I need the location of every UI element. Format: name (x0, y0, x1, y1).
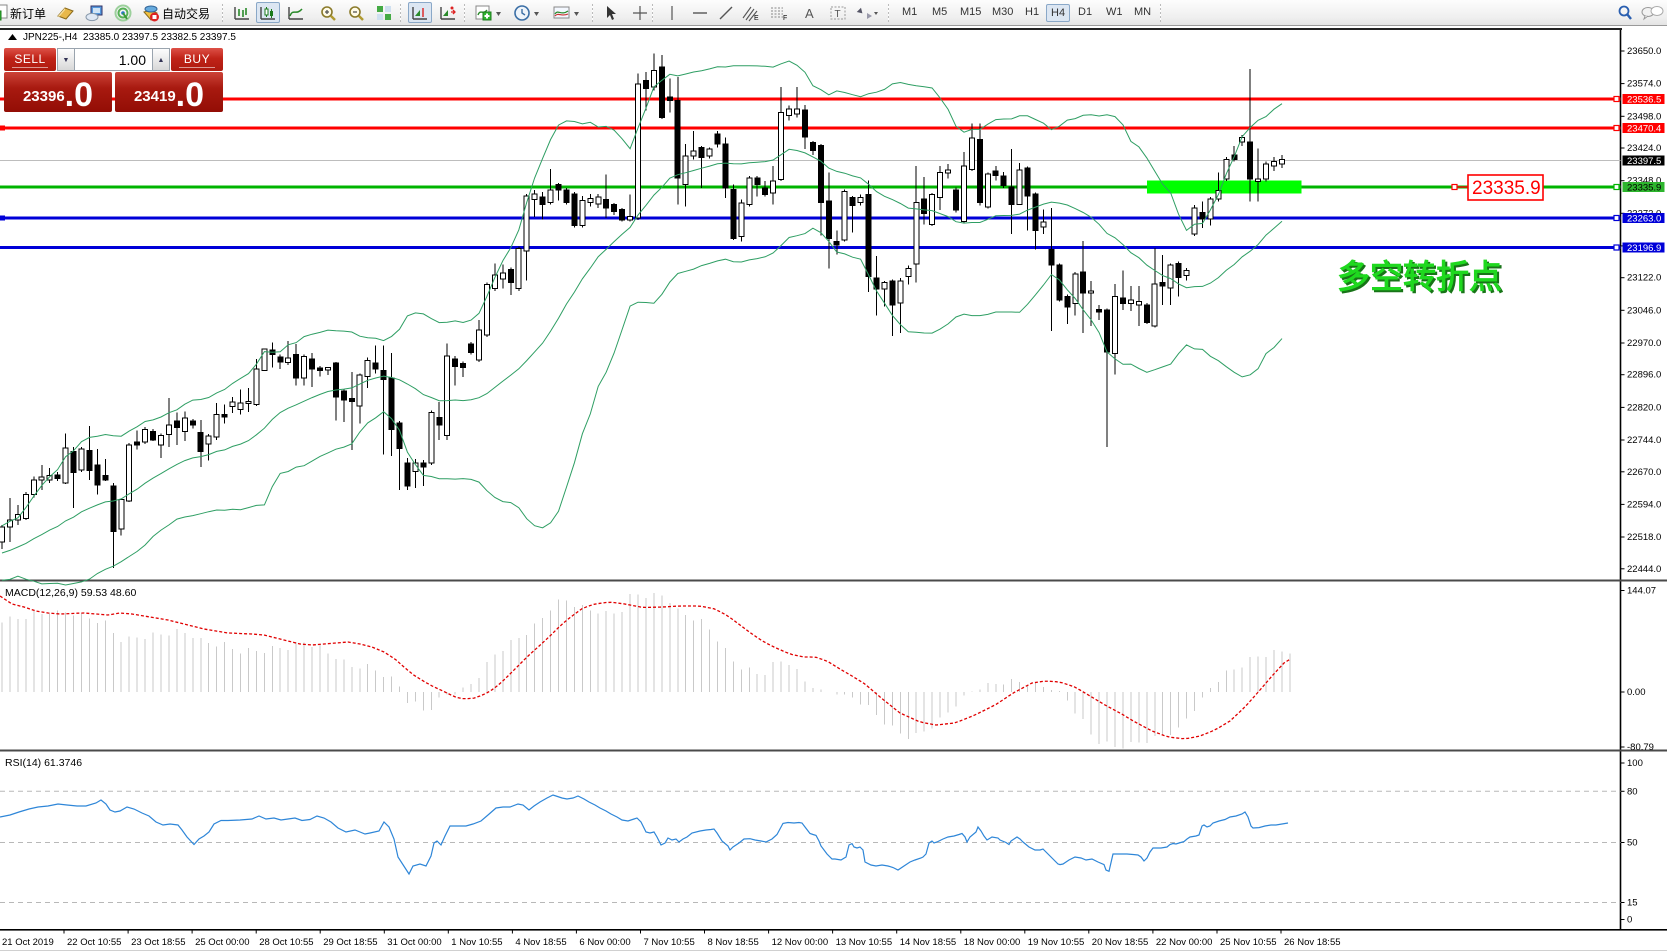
svg-text:T: T (835, 9, 841, 20)
svg-text:13 Nov 10:55: 13 Nov 10:55 (836, 937, 893, 948)
svg-text:15: 15 (1627, 898, 1638, 909)
svg-text:50: 50 (1627, 838, 1638, 849)
svg-text:22594.0: 22594.0 (1627, 499, 1661, 510)
svg-text:22744.0: 22744.0 (1627, 435, 1661, 446)
svg-text:29 Oct 18:55: 29 Oct 18:55 (323, 937, 377, 948)
svg-text:8 Nov 18:55: 8 Nov 18:55 (708, 937, 759, 948)
svg-text:22970.0: 22970.0 (1627, 338, 1661, 349)
svg-text:22896.0: 22896.0 (1627, 370, 1661, 381)
svg-text:25 Oct 00:00: 25 Oct 00:00 (195, 937, 249, 948)
svg-text:23574.0: 23574.0 (1627, 79, 1661, 90)
svg-text:22444.0: 22444.0 (1627, 564, 1661, 575)
svg-text:12 Nov 00:00: 12 Nov 00:00 (772, 937, 829, 948)
svg-text:6 Nov 00:00: 6 Nov 00:00 (579, 937, 630, 948)
svg-text:22 Nov 00:00: 22 Nov 00:00 (1156, 937, 1213, 948)
svg-text:多空转折点: 多空转折点 (1337, 258, 1502, 295)
svg-text:-80.79: -80.79 (1627, 742, 1654, 753)
svg-text:25 Nov 10:55: 25 Nov 10:55 (1220, 937, 1277, 948)
svg-text:23348.0: 23348.0 (1627, 176, 1661, 187)
svg-text:23397.5: 23397.5 (1627, 156, 1661, 167)
svg-text:31 Oct 00:00: 31 Oct 00:00 (387, 937, 441, 948)
svg-text:JPN225-,H4 23385.0 23397.5 23: JPN225-,H4 23385.0 23397.5 23382.5 23397… (23, 32, 236, 43)
svg-text:23335.9: 23335.9 (1627, 183, 1661, 194)
svg-text:MACD(12,26,9) 59.53 48.60: MACD(12,26,9) 59.53 48.60 (5, 587, 136, 599)
svg-text:18 Nov 00:00: 18 Nov 00:00 (964, 937, 1021, 948)
svg-text:A: A (805, 6, 814, 21)
svg-text:22518.0: 22518.0 (1627, 532, 1661, 543)
svg-text:23 Oct 18:55: 23 Oct 18:55 (131, 937, 185, 948)
svg-text:22 Oct 10:55: 22 Oct 10:55 (67, 937, 121, 948)
svg-text:1 Nov 10:55: 1 Nov 10:55 (451, 937, 502, 948)
svg-text:22820.0: 22820.0 (1627, 402, 1661, 413)
svg-text:4 Nov 18:55: 4 Nov 18:55 (515, 937, 566, 948)
svg-text:7 Nov 10:55: 7 Nov 10:55 (644, 937, 695, 948)
svg-text:23424.0: 23424.0 (1627, 143, 1661, 154)
svg-text:23536.5: 23536.5 (1627, 95, 1661, 106)
svg-text:F: F (783, 15, 787, 22)
svg-text:23335.9: 23335.9 (1472, 178, 1541, 199)
svg-text:14 Nov 18:55: 14 Nov 18:55 (900, 937, 957, 948)
svg-text:23498.0: 23498.0 (1627, 111, 1661, 122)
svg-text:144.07: 144.07 (1627, 586, 1656, 597)
svg-text:23122.0: 23122.0 (1627, 273, 1661, 284)
svg-text:20 Nov 18:55: 20 Nov 18:55 (1092, 937, 1149, 948)
svg-text:RSI(14) 61.3746: RSI(14) 61.3746 (5, 757, 82, 769)
svg-text:26 Nov 18:55: 26 Nov 18:55 (1284, 937, 1341, 948)
svg-text:23196.9: 23196.9 (1627, 243, 1661, 254)
svg-text:80: 80 (1627, 786, 1638, 797)
svg-text:23650.0: 23650.0 (1627, 46, 1661, 57)
svg-text:23263.0: 23263.0 (1627, 214, 1661, 225)
svg-text:28 Oct 10:55: 28 Oct 10:55 (259, 937, 313, 948)
svg-text:100: 100 (1627, 758, 1643, 769)
svg-text:0: 0 (1627, 915, 1632, 926)
svg-text:多空转折点: 多空转折点 (1339, 260, 1504, 297)
svg-text:E: E (754, 15, 759, 22)
svg-text:23046.0: 23046.0 (1627, 305, 1661, 316)
svg-text:19 Nov 10:55: 19 Nov 10:55 (1028, 937, 1085, 948)
svg-text:23470.4: 23470.4 (1627, 124, 1661, 135)
svg-text:22670.0: 22670.0 (1627, 467, 1661, 478)
svg-text:0.00: 0.00 (1627, 687, 1646, 698)
svg-text:21 Oct 2019: 21 Oct 2019 (2, 937, 54, 948)
